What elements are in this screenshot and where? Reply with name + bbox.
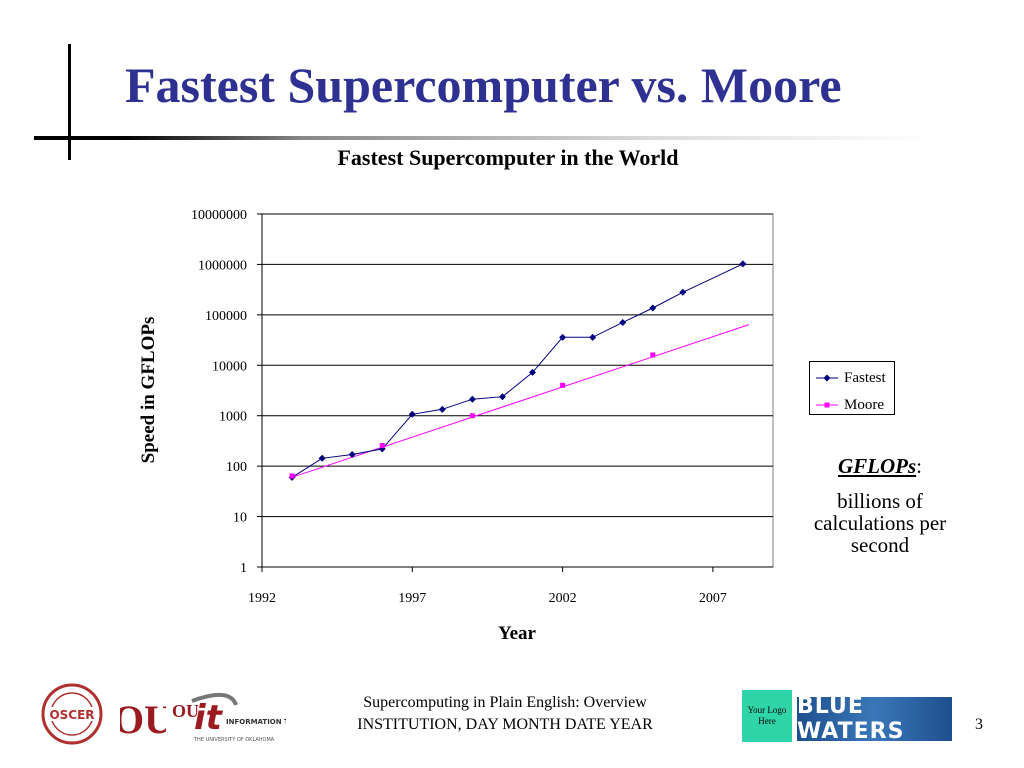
y-tick-label: 10000000 [191,208,247,223]
your-logo-placeholder: Your Logo Here [742,690,792,742]
data-point-fastest [559,333,567,341]
page-number: 3 [975,716,983,733]
ou-it-logo: OU it INFORMATION TECHNOLOGY THE UNIVERS… [170,687,338,750]
x-axis-label: Year [498,623,537,644]
it-logo-subtext: THE UNIVERSITY OF OKLAHOMA [193,737,275,743]
data-point-fastest [589,333,597,341]
gflops-definition: billions of calculations per second [790,490,970,556]
data-point-moore [289,473,295,479]
legend-item-moore: Moore [816,396,884,414]
x-tick-label: 1992 [248,591,276,606]
data-point-fastest [408,410,416,418]
gflops-definition-line-3: second [850,533,910,557]
data-point-fastest [619,318,627,326]
plot-area-border [261,213,774,568]
y-tick-label: 10 [233,511,247,526]
chart-title: Fastest Supercomputer in the World [337,145,678,170]
gflops-term: GFLOPs [837,454,917,478]
y-tick-label: 1000 [219,410,247,425]
data-point-fastest [348,451,356,459]
series-line-fastest [291,263,744,478]
x-tick-label: 2007 [699,591,727,606]
blue-waters-logo: BLUE WATERS [797,694,952,744]
data-point-fastest [438,405,446,413]
data-point-fastest [649,304,657,312]
y-tick-label: 1000000 [198,258,247,273]
data-point-moore [469,413,475,419]
data-point-fastest [679,288,687,296]
svg-text:it: it [194,698,224,738]
gflops-definition-line-2: calculations per [813,511,947,535]
gflops-term-line: GFLOPs: [800,454,960,479]
y-tick-label: 1 [240,561,247,576]
data-point-fastest [739,260,747,268]
ou-logo-text: OU [120,697,166,742]
svg-text:OU: OU [172,701,199,721]
data-point-fastest [529,368,537,376]
data-point-fastest [468,395,476,403]
y-axis-label: Speed in GFLOPs [138,317,159,464]
plot-layer: 1 10 100 1000 10000 100000 1000000 10000000 1992… [191,208,774,606]
chart-legend: Fastest Moore [809,361,895,415]
footer-line-2: INSTITUTION, DAY MONTH DATE YEAR [357,716,653,733]
data-point-fastest [498,393,506,401]
supercomputer-speed-chart: Fastest Supercomputer in the World Speed… [138,145,774,644]
y-tick-label: 100 [226,460,247,475]
oscer-logo-text: OSCER [49,708,94,722]
legend-marker-fastest [816,374,838,382]
oscer-logo: OSCER [26,683,118,750]
data-point-moore [650,352,656,358]
legend-marker-moore [816,402,838,408]
it-logo-text: INFORMATION TECHNOLOGY [226,718,286,726]
ou-logo: OU [113,687,173,750]
x-tick-label: 2002 [549,591,577,606]
series-line-moore [291,324,750,478]
data-point-moore [560,382,566,388]
data-point-fastest [318,454,326,462]
legend-label-fastest: Fastest [844,369,886,386]
gflops-definition-line-1: billions of [837,489,923,513]
footer-line-1: Supercomputing in Plain English: Overvie… [363,694,647,711]
x-tick-label: 1997 [398,591,426,606]
y-tick-label: 100000 [205,309,247,324]
slide-title: Fastest Supercomputer vs. Moore [125,57,842,113]
title-decoration-vertical-bar [68,44,71,160]
legend-item-fastest: Fastest [816,369,886,387]
legend-label-moore: Moore [844,396,884,413]
y-tick-label: 10000 [212,359,247,374]
footer: Supercomputing in Plain English: Overvie… [300,692,710,736]
title-decoration-horizontal-rule [34,136,934,140]
gflops-colon: : [916,454,922,478]
data-point-moore [379,443,385,449]
